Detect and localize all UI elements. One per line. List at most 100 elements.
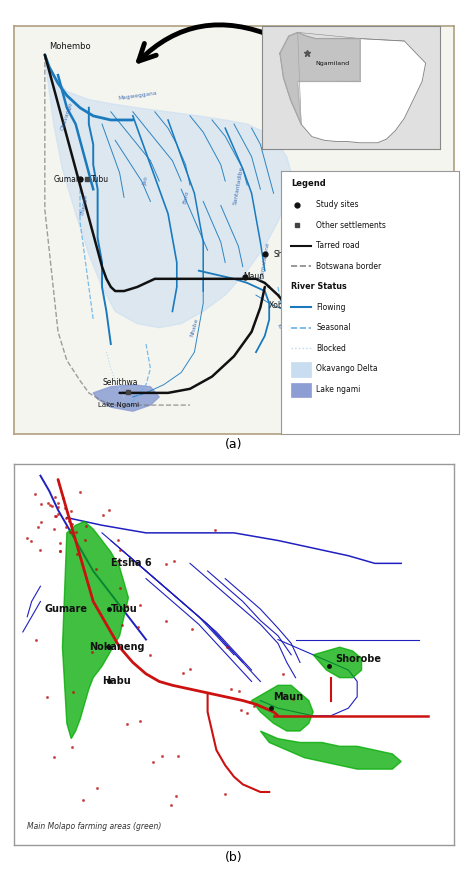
- Point: [68, 517, 75, 531]
- Text: Okavango: Okavango: [60, 101, 74, 131]
- Text: Main Molapo farming areas (green): Main Molapo farming areas (green): [27, 822, 161, 830]
- Text: Etsha 6: Etsha 6: [111, 558, 152, 569]
- Point: [227, 682, 235, 696]
- Point: [69, 685, 77, 699]
- Text: Legend: Legend: [292, 180, 326, 188]
- Text: Thamalakane: Thamalakane: [259, 243, 271, 282]
- Point: [175, 749, 182, 763]
- Text: (a): (a): [225, 438, 243, 451]
- Point: [82, 519, 89, 533]
- Point: [146, 647, 154, 661]
- Point: [52, 509, 59, 523]
- Point: [51, 509, 58, 523]
- Text: W: W: [317, 197, 325, 206]
- Point: [62, 512, 70, 526]
- Text: Maun: Maun: [243, 272, 264, 281]
- Point: [37, 497, 45, 511]
- Point: [221, 787, 229, 801]
- Point: [134, 620, 141, 634]
- Point: [250, 699, 257, 713]
- Point: [62, 520, 70, 534]
- Bar: [292, 363, 311, 377]
- Polygon shape: [45, 59, 291, 328]
- Point: [36, 543, 44, 557]
- Point: [235, 684, 243, 698]
- Point: [77, 485, 84, 499]
- Point: [51, 491, 58, 505]
- Point: [79, 793, 86, 807]
- Point: [123, 717, 131, 731]
- Point: [173, 789, 180, 803]
- Text: Ngamiland: Ngamiland: [315, 60, 350, 66]
- Point: [65, 513, 73, 527]
- Point: [55, 500, 62, 514]
- Point: [106, 503, 113, 517]
- Point: [51, 750, 58, 764]
- Point: [48, 499, 56, 513]
- Point: [31, 486, 39, 500]
- Text: (b): (b): [225, 851, 243, 865]
- Point: [223, 640, 231, 654]
- Point: [92, 562, 100, 576]
- Text: Other settlements: Other settlements: [316, 221, 386, 230]
- Polygon shape: [280, 32, 426, 143]
- Point: [238, 703, 245, 717]
- Point: [170, 554, 177, 568]
- Point: [46, 498, 53, 512]
- Text: Boteti: Boteti: [278, 318, 296, 329]
- Point: [186, 661, 194, 675]
- Polygon shape: [93, 385, 159, 411]
- Point: [279, 667, 287, 681]
- Point: [179, 666, 186, 680]
- Text: Xobe: Xobe: [269, 300, 289, 310]
- Point: [94, 781, 101, 795]
- Text: Blocked: Blocked: [316, 343, 346, 353]
- Text: Nhabe: Nhabe: [190, 318, 199, 337]
- Point: [118, 618, 126, 632]
- Text: Lake ngami: Lake ngami: [316, 385, 361, 394]
- Text: Jao: Jao: [143, 176, 149, 186]
- Text: Flowing: Flowing: [316, 303, 346, 312]
- Text: Gumare: Gumare: [54, 174, 84, 184]
- Text: Lake Ngami: Lake Ngami: [98, 402, 139, 408]
- Text: Magweggana: Magweggana: [117, 90, 157, 101]
- Point: [158, 749, 165, 763]
- Point: [54, 496, 62, 510]
- Point: [33, 632, 40, 646]
- Text: Nokaneng: Nokaneng: [89, 642, 144, 653]
- Point: [56, 544, 63, 558]
- Point: [118, 639, 125, 653]
- Point: [68, 740, 75, 754]
- Text: Okavango Delta: Okavango Delta: [316, 364, 378, 373]
- Point: [56, 544, 64, 558]
- Text: Tubu: Tubu: [91, 174, 109, 184]
- Point: [27, 533, 34, 548]
- Point: [88, 645, 95, 659]
- Point: [34, 520, 42, 534]
- Point: [188, 622, 196, 636]
- Polygon shape: [252, 685, 313, 731]
- Bar: [292, 383, 311, 398]
- Point: [54, 507, 62, 521]
- Text: Tarred road: Tarred road: [316, 241, 360, 251]
- Point: [124, 599, 131, 613]
- Text: Maun: Maun: [274, 692, 304, 702]
- Polygon shape: [62, 521, 128, 738]
- Point: [73, 547, 80, 561]
- Point: [99, 508, 106, 522]
- Point: [114, 533, 122, 547]
- Point: [168, 798, 175, 812]
- Text: Study sites: Study sites: [316, 200, 359, 209]
- Point: [68, 505, 75, 519]
- Point: [50, 522, 58, 536]
- Point: [43, 690, 50, 704]
- Polygon shape: [280, 32, 360, 124]
- Point: [163, 614, 170, 628]
- Point: [73, 526, 80, 540]
- Point: [61, 501, 68, 515]
- Text: Thaoge: Thaoge: [80, 194, 89, 216]
- Point: [243, 706, 251, 720]
- Text: Sehithwa: Sehithwa: [102, 378, 138, 387]
- Text: Gumare: Gumare: [45, 604, 88, 614]
- Point: [66, 525, 73, 539]
